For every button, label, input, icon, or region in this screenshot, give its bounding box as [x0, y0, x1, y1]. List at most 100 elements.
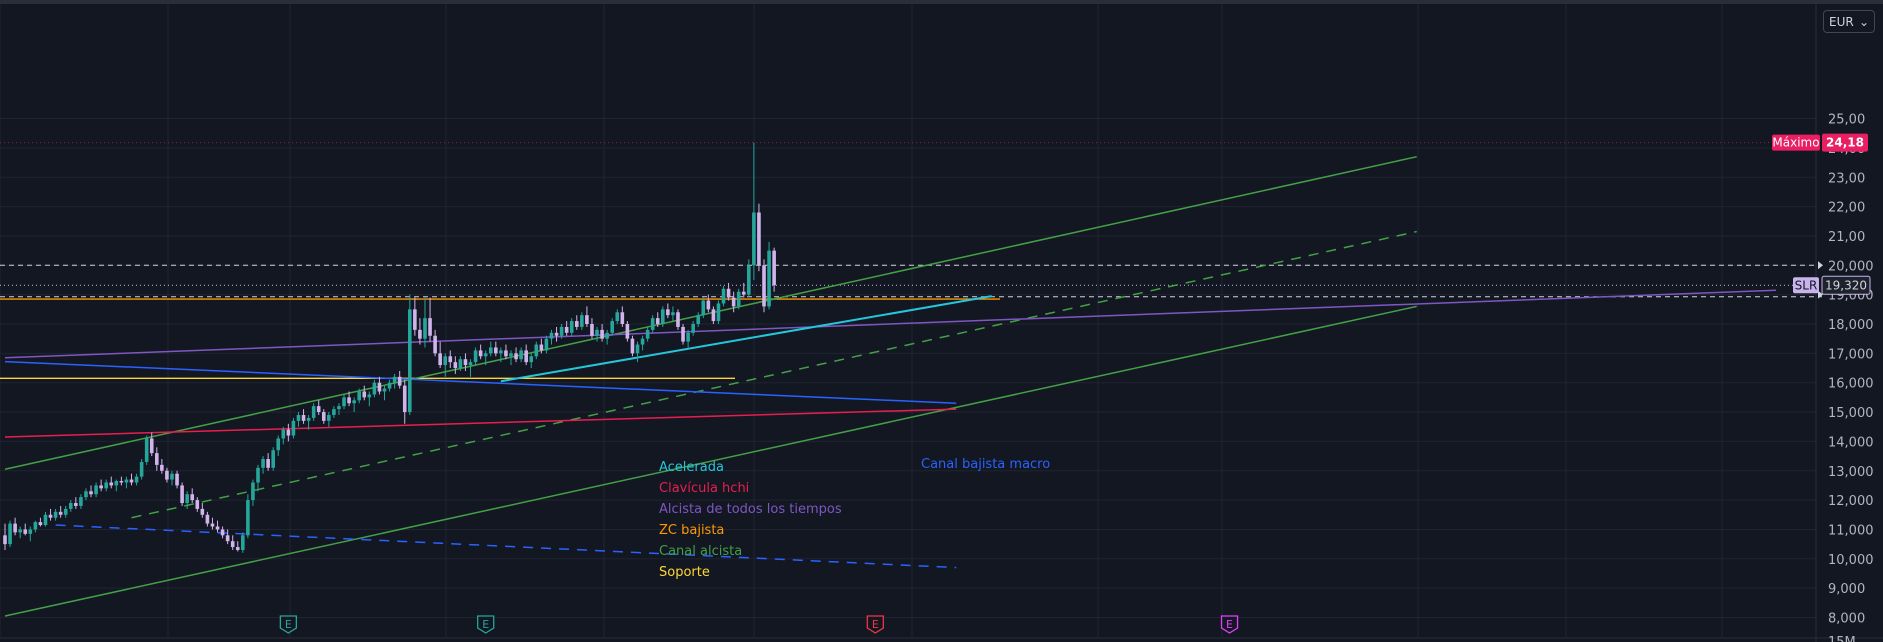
candle-body [230, 541, 235, 548]
candle-body [645, 329, 650, 339]
legend-item: ZC bajista [659, 523, 724, 538]
legend-item: Canal alcista [659, 544, 742, 559]
price-axis: 25,0024,0023,0022,0021,0020,00019,00018,… [1818, 113, 1874, 642]
candle-body [220, 529, 225, 536]
earnings-marker-icon [1220, 615, 1239, 634]
candle-body [509, 353, 513, 357]
candle-body [352, 400, 356, 404]
candle-body [286, 429, 291, 436]
max-value-text: 24,18 [1826, 136, 1864, 150]
candle-body [752, 212, 756, 266]
candle-body [549, 332, 554, 339]
candle-body [124, 479, 129, 483]
trendline [4, 360, 957, 404]
candle-body [762, 265, 766, 307]
max-value-badge [1822, 133, 1868, 152]
candle-body [13, 523, 17, 533]
last-price-text: 19,320 [1825, 278, 1867, 292]
candle-body [291, 420, 296, 436]
candle-body [539, 344, 544, 351]
candle-body [129, 479, 134, 483]
candle-body [423, 318, 427, 339]
candle-body [433, 335, 437, 354]
y-tick-label: 12,000 [1828, 494, 1874, 509]
candle-body [488, 347, 493, 354]
candle-body [251, 482, 255, 501]
candle-body [23, 529, 28, 534]
candle-body [671, 312, 675, 316]
candle-body [716, 303, 721, 322]
candle-body [544, 338, 549, 351]
level-arrow-icon [1818, 261, 1823, 270]
candle-body [706, 300, 711, 310]
candle-body [661, 309, 665, 324]
candle-body [266, 459, 270, 468]
candle-body [625, 324, 630, 339]
candle-body [347, 397, 351, 404]
candle-body [676, 312, 680, 327]
candle-body [109, 482, 114, 486]
legend-item: Acelerada [659, 460, 724, 475]
candle-body [731, 297, 736, 307]
trendline [4, 155, 1417, 471]
candle-body [241, 535, 245, 550]
y-tick-label: 9,000 [1828, 582, 1865, 597]
candle-body [666, 309, 670, 316]
candle-body [3, 535, 7, 545]
candle-body [569, 321, 574, 333]
candle-body [458, 359, 463, 369]
candle-body [711, 309, 716, 322]
candle-body [89, 491, 93, 495]
candle-body [438, 353, 442, 366]
candle-body [519, 350, 523, 360]
currency-label: EUR [1829, 14, 1854, 29]
candle-body [428, 318, 432, 336]
candle-body [180, 485, 184, 504]
candle-body [681, 326, 685, 342]
candle-body [79, 497, 83, 506]
candle-body [772, 250, 776, 286]
y-tick-label: 8,000 [1828, 612, 1865, 627]
candle-body [473, 350, 478, 363]
legend: Acelerada Clavícula hchi Alcista de todos … [659, 457, 1050, 580]
candle-body [392, 376, 397, 383]
candle-body [139, 461, 144, 477]
candle-body [235, 547, 240, 550]
candle-body [448, 356, 453, 363]
candle-body [574, 321, 579, 327]
candle-body [635, 344, 640, 354]
candle-body [736, 291, 741, 307]
candle-body [595, 329, 599, 336]
candle-body [134, 476, 139, 483]
candle-body [367, 394, 372, 398]
candle-body [397, 376, 402, 386]
candle-body [296, 414, 301, 421]
level-arrow-icon [1818, 290, 1823, 299]
price-badges: Máximo 24,18 SLR 19,320 [1772, 133, 1871, 295]
candle-body [175, 473, 179, 486]
candle-body [640, 338, 645, 345]
currency-dropdown[interactable]: EUR ⌄ [1823, 10, 1875, 33]
candle-body [655, 318, 660, 324]
candle-body [281, 429, 286, 439]
candle-body [418, 329, 422, 339]
candle-body [554, 332, 559, 336]
candle-body [114, 481, 119, 486]
candle-body [701, 300, 706, 316]
candle-body [478, 350, 483, 357]
candle-body [155, 453, 159, 465]
candle-body [306, 417, 311, 421]
chevron-down-icon: ⌄ [1858, 14, 1869, 29]
candle-body [200, 508, 205, 515]
candle-body [630, 338, 635, 354]
candle-body [321, 412, 326, 421]
candle-body [590, 324, 594, 336]
candle-body [38, 522, 43, 526]
candle-body [585, 315, 589, 324]
candle-body [68, 503, 73, 509]
candle-body [402, 385, 407, 413]
candle-body [514, 353, 518, 360]
annotation-canal-bajista-macro: Canal bajista macro [921, 457, 1050, 472]
candle-body [357, 391, 361, 401]
